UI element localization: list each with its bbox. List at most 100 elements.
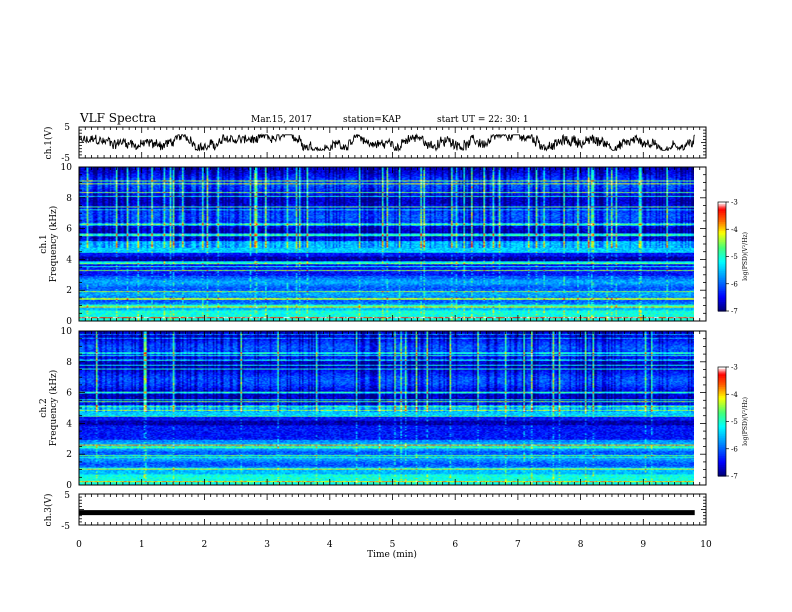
time-ticklabel: 4 [327,540,333,550]
colorbar-swatch [718,445,726,448]
ch1-waveform-ticks [78,126,707,159]
ch2-spectrogram-ylabel-channel: ch.2 [39,398,49,417]
colorbar-swatch [718,243,726,247]
colorbar-swatch [718,414,726,417]
colorbar-swatch [718,258,726,261]
colorbar-ticklabel: -7 [731,308,738,316]
colorbar-swatch [718,207,726,210]
colorbar-swatch [718,394,726,397]
time-axis-ticklabels: 0 1 2 3 4 5 6 7 8 9 10 [76,540,712,550]
colorbar-ticklabel: -4 [731,226,738,234]
colorbar-swatch [718,397,726,401]
colorbar-swatch [718,428,726,432]
colorbar-swatch [718,470,726,473]
ch3-waveform-ticks [78,493,707,526]
freq-ticklabel: 8 [66,358,72,368]
colorbar-swatch [718,294,726,298]
colorbar-swatch [718,401,726,404]
colorbar-swatch [718,280,726,283]
time-ticklabel: 5 [390,540,396,550]
colorbar-swatch [718,269,726,272]
colorbar-swatch [718,379,726,383]
colorbar-ticklabel: -5 [731,253,738,261]
colorbar-swatch [718,426,726,430]
colorbar-swatch [718,251,726,254]
colorbar-swatch [718,278,726,281]
colorbar-swatch [718,232,726,236]
colorbar-swatch [718,256,726,259]
colorbar-swatch [718,468,726,472]
colorbar-label: log(PSD)(V²/Hz) [742,397,749,446]
colorbar-swatch [718,376,726,379]
time-ticklabel: 10 [700,540,712,550]
colorbar-swatch [718,276,726,279]
colorbar-swatch [718,309,726,312]
freq-ticklabel: 4 [66,419,72,429]
colorbar-swatch [718,307,726,310]
colorbar-swatch [718,265,726,268]
date-label: Mar.15, 2017 [251,115,312,125]
colorbar-swatch [718,396,726,399]
colorbar-ticklabel: -4 [731,391,738,399]
time-ticklabel: 2 [202,540,208,550]
colorbar-swatch [718,305,726,308]
colorbar-swatch [718,300,726,303]
ch2-spectrogram-ticks [78,330,707,486]
colorbar-swatch [718,421,726,424]
colorbar-swatch [718,446,726,450]
colorbar-swatch [718,223,726,227]
ch1-spectrogram-ylabel-channel: ch.1 [39,234,49,253]
ch3-waveform-panel: 5 -5 ch.3(V) [43,491,707,532]
colorbar-swatch [718,436,726,439]
colorbar-swatch [718,303,726,307]
colorbar-swatch [718,466,726,470]
colorbar-swatch [718,271,726,274]
colorbar-swatch [718,238,726,241]
colorbar-swatch [718,383,726,386]
time-ticklabel: 8 [578,540,584,550]
colorbar-swatch [718,406,726,410]
colorbar-swatch [718,249,726,252]
colorbar-swatch [718,227,726,230]
ch1-spectrogram-image [79,167,694,321]
colorbar-swatch [718,263,726,267]
colorbar-swatch [718,291,726,294]
freq-ticklabel: 6 [66,225,72,235]
colorbar-swatch [718,405,726,408]
ch1-colorbar: -3 -4 -5 -6 -7 log(PSD)(V²/Hz) [717,199,749,316]
time-ticklabel: 9 [640,540,646,550]
freq-ticklabel: 0 [66,317,72,327]
ch1-spectrogram-ticks [78,166,707,322]
colorbar-swatch [718,403,726,406]
colorbar-swatch [718,254,726,258]
colorbar-swatch [718,205,726,209]
colorbar-swatch [718,225,726,229]
colorbar-swatch [718,247,726,250]
colorbar-swatch [718,386,726,390]
colorbar-swatch [718,419,726,423]
colorbar-swatch [718,454,726,457]
colorbar-swatch [718,388,726,392]
colorbar-swatch [718,392,726,395]
ch1-waveform-trace [78,133,695,153]
ch1-spectrogram-ylabel-frequency: Frequency (kHz) [48,206,59,283]
colorbar-swatch [718,452,726,455]
colorbar-swatch [718,417,726,421]
colorbar-swatch [718,212,726,216]
ch1-ytick-top: 5 [64,123,70,133]
figure-title: VLF Spectra [79,111,156,125]
colorbar-swatch [718,439,726,443]
freq-ticklabel: 10 [61,163,73,173]
colorbar-swatch [718,214,726,218]
colorbar-swatch [718,231,726,234]
colorbar-swatch [718,367,726,370]
colorbar-swatch [718,252,726,256]
colorbar-swatch [718,289,726,292]
colorbar-swatch [718,408,726,412]
freq-ticklabel: 4 [66,255,72,265]
ch2-spectrogram-ylabel-frequency: Frequency (kHz) [48,370,59,447]
colorbar-swatch [718,432,726,435]
time-axis-label: Time (min) [367,549,417,560]
colorbar-swatch [718,274,726,278]
colorbar-ticklabel: -3 [731,364,738,372]
